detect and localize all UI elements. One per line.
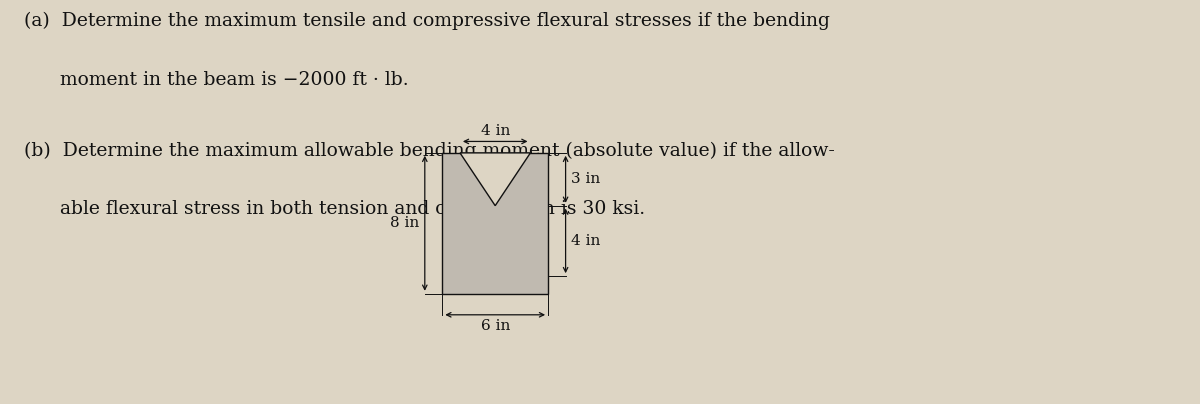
Text: 4 in: 4 in <box>571 234 600 248</box>
Bar <box>443 153 548 294</box>
Text: 4 in: 4 in <box>480 124 510 138</box>
Text: (b)  Determine the maximum allowable bending moment (absolute value) if the allo: (b) Determine the maximum allowable bend… <box>24 141 835 160</box>
Text: 3 in: 3 in <box>571 172 600 186</box>
Text: 8 in: 8 in <box>390 216 420 230</box>
Polygon shape <box>460 153 530 206</box>
Text: moment in the beam is −2000 ft · lb.: moment in the beam is −2000 ft · lb. <box>24 71 409 89</box>
Text: able flexural stress in both tension and compression is 30 ksi.: able flexural stress in both tension and… <box>24 200 646 218</box>
Text: 6 in: 6 in <box>480 319 510 333</box>
Text: (a)  Determine the maximum tensile and compressive flexural stresses if the bend: (a) Determine the maximum tensile and co… <box>24 12 830 30</box>
